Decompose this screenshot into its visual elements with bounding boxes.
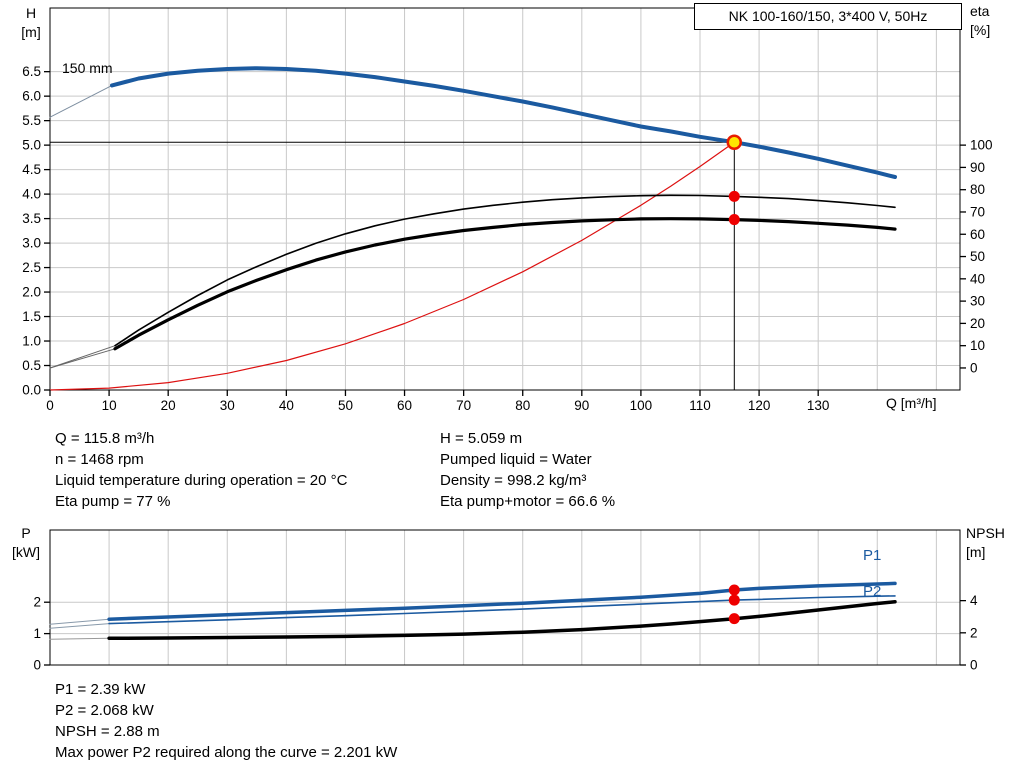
svg-text:50: 50 (338, 398, 353, 413)
power-info: P1 = 2.39 kW P2 = 2.068 kW NPSH = 2.88 m… (55, 679, 397, 763)
svg-text:4.5: 4.5 (22, 162, 41, 177)
p-axis-label: P [kW] (6, 524, 46, 562)
svg-text:0: 0 (33, 658, 41, 673)
svg-text:60: 60 (397, 398, 412, 413)
svg-text:30: 30 (970, 294, 985, 309)
info-line-q: Q = 115.8 m³/h (55, 430, 155, 447)
power-npsh-chart: 0 1 2 0 2 4 (33, 529, 978, 673)
info-line-maxpower: Max power P2 required along the curve = … (55, 744, 398, 761)
pump-title-box: NK 100-160/150, 3*400 V, 50Hz (694, 3, 962, 30)
q-axis-label: Q [m³/h] (886, 395, 937, 411)
p2-curve-label: P2 (863, 583, 882, 600)
svg-text:10: 10 (970, 338, 985, 353)
svg-text:6.5: 6.5 (22, 64, 41, 79)
p-axis-symbol: P (21, 525, 31, 541)
info-line-n: n = 1468 rpm (55, 451, 144, 468)
npsh-axis-unit: [m] (966, 544, 986, 560)
svg-text:40: 40 (970, 271, 985, 286)
info-line-p1: P1 = 2.39 kW (55, 681, 146, 698)
svg-text:0: 0 (970, 360, 978, 375)
svg-text:80: 80 (970, 182, 985, 197)
svg-text:3.5: 3.5 (22, 211, 41, 226)
svg-text:5.0: 5.0 (22, 138, 41, 153)
svg-text:1.0: 1.0 (22, 334, 41, 349)
svg-text:3.0: 3.0 (22, 236, 41, 251)
info-line-h: H = 5.059 m (440, 430, 523, 447)
svg-text:2: 2 (970, 625, 978, 640)
info-line-liquid: Pumped liquid = Water (440, 451, 592, 468)
svg-text:120: 120 (748, 398, 771, 413)
svg-text:0: 0 (970, 658, 978, 673)
h-axis-unit: [m] (21, 24, 41, 40)
qh-eta-chart: 0.0 0.5 1.0 1.5 2.0 2.5 3.0 3.5 4.0 4.5 5.0 5.5 6.0 6… (22, 7, 993, 413)
info-line-eta-pump: Eta pump = 77 % (55, 493, 171, 510)
svg-text:30: 30 (220, 398, 235, 413)
info-line-density: Density = 998.2 kg/m³ (440, 472, 587, 489)
p1-curve-label: P1 (863, 547, 882, 564)
svg-text:100: 100 (970, 138, 993, 153)
svg-text:6.0: 6.0 (22, 89, 41, 104)
svg-text:4: 4 (970, 593, 978, 608)
svg-text:4.0: 4.0 (22, 187, 41, 202)
info-line-npsh: NPSH = 2.88 m (55, 723, 160, 740)
svg-text:20: 20 (970, 316, 985, 331)
svg-text:60: 60 (970, 227, 985, 242)
svg-text:90: 90 (574, 398, 589, 413)
svg-text:10: 10 (102, 398, 117, 413)
svg-text:100: 100 (630, 398, 653, 413)
svg-text:20: 20 (161, 398, 176, 413)
npsh-axis-symbol: NPSH (966, 525, 1005, 541)
svg-text:110: 110 (689, 398, 711, 413)
svg-text:5.5: 5.5 (22, 113, 41, 128)
svg-text:0.5: 0.5 (22, 358, 41, 373)
p-axis-unit: [kW] (12, 544, 40, 560)
svg-text:2.5: 2.5 (22, 260, 41, 275)
svg-text:70: 70 (456, 398, 471, 413)
svg-text:0: 0 (46, 398, 54, 413)
svg-text:130: 130 (807, 398, 830, 413)
eta-axis-label: eta [%] (970, 2, 1016, 40)
h-axis-symbol: H (25, 5, 37, 21)
svg-text:80: 80 (515, 398, 530, 413)
svg-text:90: 90 (970, 160, 985, 175)
eta-axis-unit: [%] (970, 22, 991, 38)
info-line-temperature: Liquid temperature during operation = 20… (55, 472, 348, 489)
svg-text:0.0: 0.0 (22, 383, 41, 398)
svg-text:1.5: 1.5 (22, 309, 41, 324)
npsh-axis-label: NPSH [m] (966, 524, 1020, 562)
svg-text:2.0: 2.0 (22, 285, 41, 300)
eta-axis-symbol: eta (970, 3, 990, 19)
svg-text:1: 1 (33, 626, 41, 641)
info-line-eta-total: Eta pump+motor = 66.6 % (440, 493, 616, 510)
impeller-size-label: 150 mm (62, 60, 113, 76)
svg-text:40: 40 (279, 398, 294, 413)
svg-text:2: 2 (33, 595, 41, 610)
svg-text:50: 50 (970, 249, 985, 264)
h-axis-label: H [m] (14, 4, 48, 42)
svg-text:70: 70 (970, 204, 985, 219)
info-line-p2: P2 = 2.068 kW (55, 702, 154, 719)
duty-info-right: H = 5.059 m Pumped liquid = Water Densit… (440, 428, 615, 512)
duty-info-left: Q = 115.8 m³/h n = 1468 rpm Liquid tempe… (55, 428, 347, 512)
